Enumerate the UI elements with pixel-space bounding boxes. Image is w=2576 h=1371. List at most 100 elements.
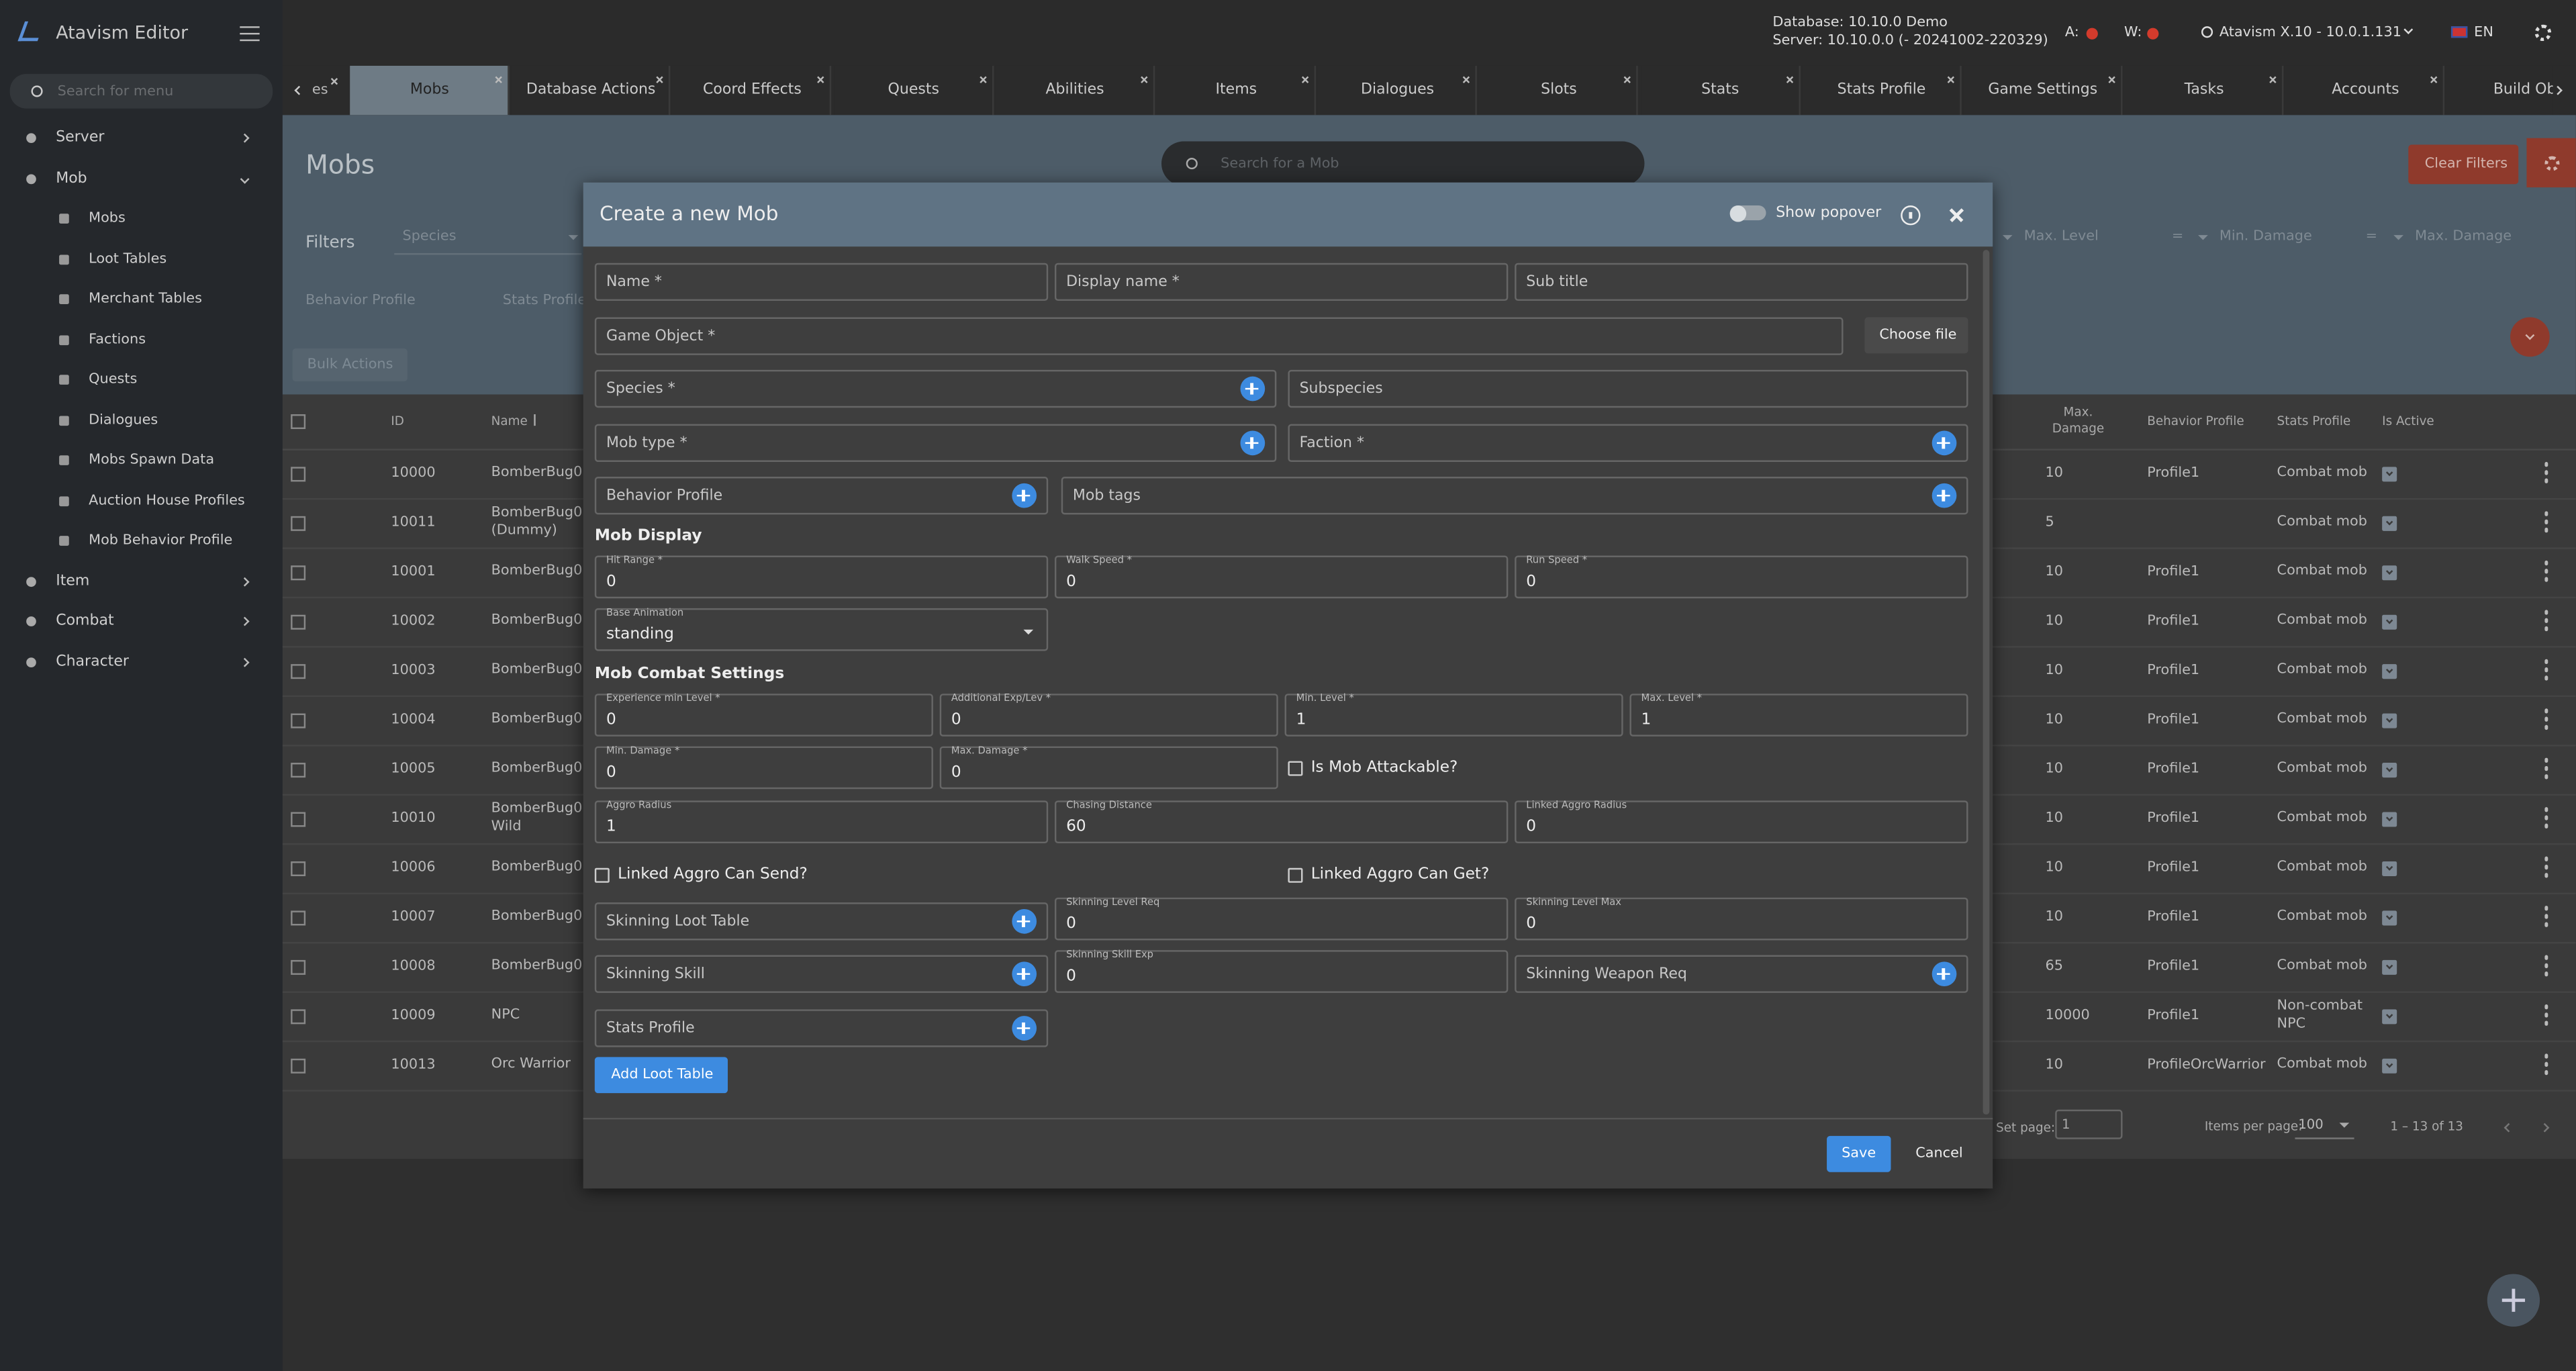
input-value: 0 bbox=[606, 710, 616, 729]
input-field[interactable] bbox=[594, 424, 1277, 463]
input-placeholder: Species * bbox=[606, 381, 675, 398]
set-page-value: 1 bbox=[2061, 1117, 2070, 1132]
input-field[interactable] bbox=[1515, 555, 1968, 599]
server-info: Server: 10.10.0.0 (- 20241002-220329) bbox=[1772, 32, 2048, 50]
tab[interactable]: Abilities bbox=[995, 65, 1155, 115]
menu-toggle-mid bbox=[240, 32, 260, 36]
input-field[interactable] bbox=[1054, 950, 1509, 993]
checkbox[interactable] bbox=[291, 565, 306, 581]
tab[interactable]: Tasks bbox=[2124, 65, 2284, 115]
input-field[interactable] bbox=[1054, 555, 1509, 599]
sidebar-search[interactable] bbox=[9, 74, 273, 109]
input-field[interactable] bbox=[1515, 263, 1968, 301]
checkbox[interactable] bbox=[2382, 910, 2397, 926]
tab[interactable]: Database Actions bbox=[511, 65, 671, 115]
column-header: Stats Profile bbox=[2277, 413, 2351, 428]
checkbox[interactable] bbox=[2382, 959, 2397, 975]
set-page-input[interactable] bbox=[2055, 1109, 2123, 1139]
tab-label: Game Settings bbox=[1988, 82, 2098, 99]
input-field[interactable] bbox=[594, 746, 933, 790]
checkbox[interactable] bbox=[2382, 861, 2397, 876]
cancel-button[interactable]: Cancel bbox=[1915, 1145, 1963, 1163]
input-field[interactable] bbox=[594, 1009, 1049, 1047]
cell-behavior-profile: Profile1 bbox=[2147, 908, 2200, 926]
row-menu-dot bbox=[2544, 1062, 2548, 1066]
plus-v bbox=[1022, 967, 1024, 980]
checkbox[interactable] bbox=[2382, 516, 2397, 531]
input-field[interactable] bbox=[1054, 800, 1509, 844]
checkbox[interactable] bbox=[2382, 614, 2397, 630]
clear-filters[interactable] bbox=[2408, 144, 2519, 185]
input-value: 0 bbox=[1526, 573, 1537, 592]
input-field[interactable] bbox=[594, 955, 1049, 993]
input-field[interactable] bbox=[594, 902, 1049, 941]
tab[interactable]: Dialogues bbox=[1317, 65, 1478, 115]
checkbox[interactable] bbox=[291, 812, 306, 827]
input-field[interactable] bbox=[1061, 477, 1968, 515]
cell-behavior-profile: Profile1 bbox=[2147, 859, 2200, 876]
tab[interactable]: Build Obj bbox=[2447, 65, 2553, 115]
checkbox[interactable] bbox=[291, 861, 306, 876]
cell-id: 10011 bbox=[391, 514, 436, 531]
input-field[interactable] bbox=[594, 317, 1844, 355]
input-field[interactable] bbox=[1515, 800, 1968, 844]
bulk-actions[interactable] bbox=[292, 348, 408, 382]
tab[interactable]: Slots bbox=[1479, 65, 1639, 115]
checkbox[interactable] bbox=[291, 1058, 306, 1074]
input-field[interactable] bbox=[594, 800, 1049, 844]
input-field[interactable] bbox=[939, 694, 1278, 737]
input-field[interactable] bbox=[1284, 694, 1623, 737]
tab[interactable]: Game Settings bbox=[1963, 65, 2123, 115]
checkbox[interactable] bbox=[291, 910, 306, 926]
checkbox[interactable] bbox=[594, 867, 610, 882]
checkbox[interactable] bbox=[291, 713, 306, 728]
checkbox[interactable] bbox=[291, 1009, 306, 1025]
input-field[interactable] bbox=[1054, 897, 1509, 941]
input-field[interactable] bbox=[1288, 369, 1968, 408]
tab[interactable]: Accounts bbox=[2285, 65, 2446, 115]
input-field[interactable] bbox=[939, 746, 1278, 790]
input-field[interactable] bbox=[594, 369, 1277, 408]
checkbox[interactable] bbox=[2382, 1058, 2397, 1074]
tab[interactable]: Quests bbox=[834, 65, 994, 115]
checkbox[interactable] bbox=[1288, 760, 1303, 775]
checkbox[interactable] bbox=[2382, 713, 2397, 728]
checkbox[interactable] bbox=[291, 614, 306, 630]
checkbox[interactable] bbox=[2382, 763, 2397, 778]
input-field[interactable] bbox=[594, 608, 1049, 651]
checkbox[interactable] bbox=[2382, 664, 2397, 679]
checkbox[interactable] bbox=[291, 763, 306, 778]
checkbox[interactable] bbox=[2382, 467, 2397, 482]
checkbox[interactable] bbox=[2382, 1009, 2397, 1025]
submenu-item: Auction House Profiles bbox=[89, 492, 245, 509]
input-field[interactable] bbox=[1515, 955, 1968, 993]
tab[interactable]: Coord Effects bbox=[672, 65, 832, 115]
mob-search[interactable] bbox=[1161, 141, 1645, 186]
input-field[interactable] bbox=[1054, 263, 1509, 301]
tab[interactable]: Stats bbox=[1640, 65, 1800, 115]
input-field[interactable] bbox=[1515, 897, 1968, 941]
checkbox[interactable] bbox=[2382, 565, 2397, 581]
save-button[interactable] bbox=[1827, 1135, 1891, 1172]
tab[interactable]: Items bbox=[1156, 65, 1317, 115]
input-field[interactable] bbox=[1629, 694, 1968, 737]
add-loot-table[interactable] bbox=[594, 1057, 728, 1094]
submenu-item: Mobs bbox=[89, 210, 126, 227]
checkbox[interactable] bbox=[291, 959, 306, 975]
checkbox[interactable] bbox=[2382, 812, 2397, 827]
input-field[interactable] bbox=[594, 694, 933, 737]
menu-toggle[interactable] bbox=[240, 26, 260, 42]
input-field[interactable] bbox=[594, 555, 1049, 599]
checkbox[interactable] bbox=[291, 467, 306, 482]
input-field[interactable] bbox=[594, 263, 1049, 301]
input-field[interactable] bbox=[594, 477, 1049, 515]
checkbox[interactable] bbox=[291, 664, 306, 679]
choose-file[interactable] bbox=[1864, 317, 1968, 354]
checkbox[interactable] bbox=[291, 516, 306, 531]
input-field[interactable] bbox=[1288, 424, 1968, 463]
checkbox[interactable] bbox=[1288, 867, 1303, 882]
tab[interactable]: Mobs bbox=[350, 65, 510, 115]
checkbox[interactable] bbox=[291, 414, 306, 430]
tab[interactable]: Stats Profile bbox=[1801, 65, 1962, 115]
plus-v bbox=[1022, 489, 1024, 502]
